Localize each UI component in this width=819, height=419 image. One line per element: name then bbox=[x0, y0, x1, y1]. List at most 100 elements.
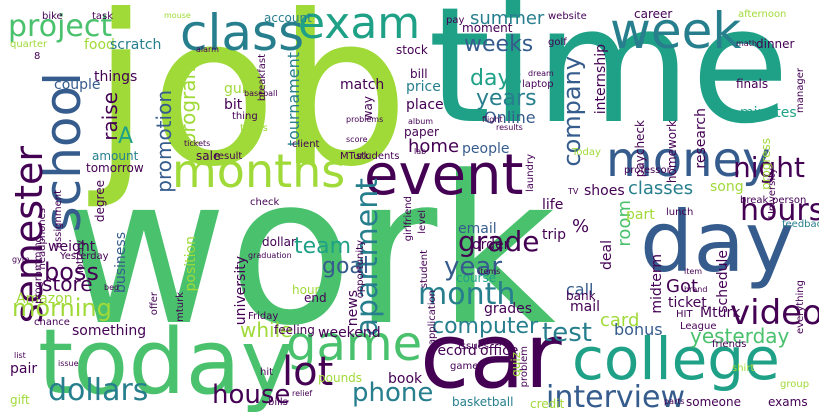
word-13-months: months bbox=[172, 144, 346, 198]
word-134-website: website bbox=[548, 11, 587, 22]
word-152-break: break bbox=[740, 195, 769, 206]
word-7-event: event bbox=[364, 143, 524, 208]
word-36-year: year bbox=[444, 252, 503, 282]
word-160-girlfriend: girlfriend bbox=[403, 196, 414, 242]
word-8-money: money bbox=[606, 132, 771, 188]
word-57-scratch: scratch bbox=[110, 37, 162, 53]
word-1-job: job bbox=[92, 0, 410, 213]
word-76-bank: bank bbox=[566, 289, 596, 303]
word-39-team: team bbox=[294, 234, 352, 259]
word-181-times: times bbox=[240, 123, 268, 134]
word-154-tv: TV bbox=[568, 187, 579, 196]
word-167-graduation: graduation bbox=[248, 251, 292, 260]
word-17-night: night bbox=[733, 151, 806, 184]
word-119-gift: gift bbox=[10, 393, 30, 407]
word-106-office: office bbox=[480, 343, 519, 359]
word-196-parts: parts bbox=[664, 397, 685, 406]
word-73-grades: grades bbox=[484, 301, 533, 317]
word-30-test: test bbox=[542, 318, 592, 348]
word-190-math: math bbox=[736, 39, 757, 48]
word-161-assignment: assignment bbox=[53, 190, 64, 249]
word-37-days: days bbox=[470, 66, 522, 91]
word-143-quarter: quarter bbox=[10, 39, 48, 50]
word-84-schedule: schedule bbox=[715, 250, 731, 313]
word-129-feedback: feedback bbox=[782, 219, 819, 230]
word-198--: % bbox=[572, 216, 590, 237]
word-27-morning: morning bbox=[12, 294, 112, 322]
word-156-student: student bbox=[419, 250, 430, 289]
word-138-moment: moment bbox=[462, 21, 513, 35]
word-35-grade: grade bbox=[458, 225, 540, 258]
word-153-person: person bbox=[772, 195, 807, 206]
word-21-month: month bbox=[418, 277, 516, 312]
word-92-finals: finals bbox=[736, 77, 769, 91]
word-171-chance: chance bbox=[34, 317, 70, 328]
word-79-part: part bbox=[626, 207, 655, 223]
word-18-hours: hours bbox=[740, 193, 819, 228]
word-59-stock: stock bbox=[396, 43, 428, 57]
word-128-group: group bbox=[780, 379, 810, 390]
word-72-course: course bbox=[456, 271, 497, 285]
word-112-pounds: pounds bbox=[318, 371, 363, 385]
word-66-paper: paper bbox=[404, 125, 439, 139]
word-89-internship: internship bbox=[593, 44, 609, 115]
word-100-position: position bbox=[183, 236, 199, 292]
word-98-client: client bbox=[292, 139, 320, 150]
word-74-call: call bbox=[566, 280, 594, 299]
word-148-mturk: MTurk bbox=[340, 151, 370, 162]
word-157-application: application bbox=[427, 290, 438, 346]
word-135-pay: pay bbox=[446, 15, 465, 26]
word-177-bed: bed bbox=[104, 283, 120, 292]
word-197-8: 8 bbox=[34, 51, 41, 62]
word-44-raise: raise bbox=[98, 92, 122, 141]
word-131-university: University bbox=[767, 168, 778, 219]
word-107-record: record bbox=[432, 343, 477, 359]
word-117-exams: exams bbox=[768, 395, 808, 409]
word-77-deal: deal bbox=[599, 240, 615, 270]
word-41-store: store bbox=[42, 272, 93, 296]
word-118-pair: pair bbox=[10, 361, 38, 377]
word-62-match: match bbox=[340, 77, 385, 93]
word-194-item: item bbox=[684, 267, 703, 276]
word-60-guitar: guitar bbox=[224, 81, 266, 97]
word-140-task: task bbox=[92, 11, 114, 22]
word-151-professor: professor bbox=[624, 165, 671, 176]
word-4-car: car bbox=[420, 304, 562, 409]
word-97-result: result bbox=[214, 151, 243, 162]
word-75-mail: mail bbox=[570, 299, 600, 315]
word-55-things: things bbox=[94, 69, 138, 85]
word-187-dream: dream bbox=[528, 69, 554, 78]
word-149-lab: lab bbox=[414, 147, 427, 156]
word-85-midterm: midterm bbox=[649, 254, 665, 314]
word-110-weekend: weekend bbox=[318, 325, 381, 341]
word-14-game: game bbox=[286, 316, 423, 372]
word-16-project: project bbox=[8, 9, 113, 44]
word-83-minutes: minutes bbox=[740, 105, 797, 121]
word-166-check: check bbox=[250, 197, 280, 208]
word-65-place: place bbox=[406, 97, 444, 113]
word-113-book: book bbox=[388, 371, 423, 387]
word-159-level: level bbox=[417, 210, 428, 234]
word-101-university: university bbox=[233, 256, 249, 326]
word-28-boss: boss bbox=[44, 258, 99, 286]
word-176-gym: gym bbox=[12, 255, 30, 264]
word-121-games: games bbox=[450, 361, 484, 372]
word-103-end: end bbox=[304, 291, 327, 305]
word-178-degree: degree bbox=[93, 180, 107, 223]
word-168-friday: Friday bbox=[248, 311, 279, 322]
word-12-week: week bbox=[610, 2, 742, 60]
word-192-brand: brand bbox=[684, 285, 708, 294]
word-172-hit: hit bbox=[260, 367, 274, 378]
word-43-promotion: promotion bbox=[152, 90, 176, 193]
word-120-bills: bills bbox=[268, 397, 288, 408]
word-169-offer: offer bbox=[149, 292, 160, 316]
word-90-career: career bbox=[634, 7, 673, 21]
word-136-golf: golf bbox=[548, 37, 567, 48]
word-51-tournament: tournament bbox=[284, 52, 303, 147]
word-63-bill: bill bbox=[410, 67, 428, 81]
word-0-work: work bbox=[60, 133, 557, 371]
word-125-friends: friends bbox=[712, 339, 747, 350]
word-158-opportunity: opportunity bbox=[355, 240, 366, 299]
word-141-mouse: mouse bbox=[164, 11, 191, 20]
